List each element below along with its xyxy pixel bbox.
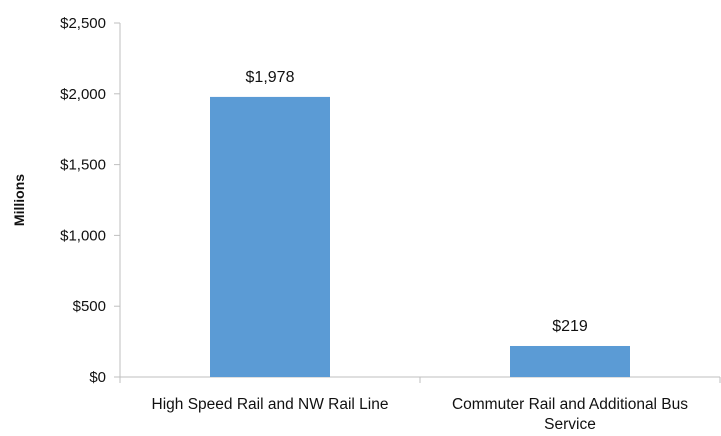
y-tick-label: $500 [73,298,106,315]
y-tick-label: $2,000 [60,86,106,103]
y-tick-label: $2,500 [60,15,106,32]
data-label: $219 [552,318,588,335]
x-category-label: Service [544,416,596,433]
bar [510,345,630,377]
bar [210,96,330,378]
x-category-label: Commuter Rail and Additional Bus [452,396,688,413]
data-label: $1,978 [246,69,295,86]
y-tick-label: $1,000 [60,227,106,244]
y-tick-label: $0 [89,369,106,386]
y-axis-title: Millions [11,174,27,226]
y-tick-label: $1,500 [60,157,106,174]
plot-area: $0 $500 $1,000 $1,500 $2,000 $2,500 $1,978 High… [60,15,721,433]
x-category-label: High Speed Rail and NW Rail Line [152,396,389,413]
